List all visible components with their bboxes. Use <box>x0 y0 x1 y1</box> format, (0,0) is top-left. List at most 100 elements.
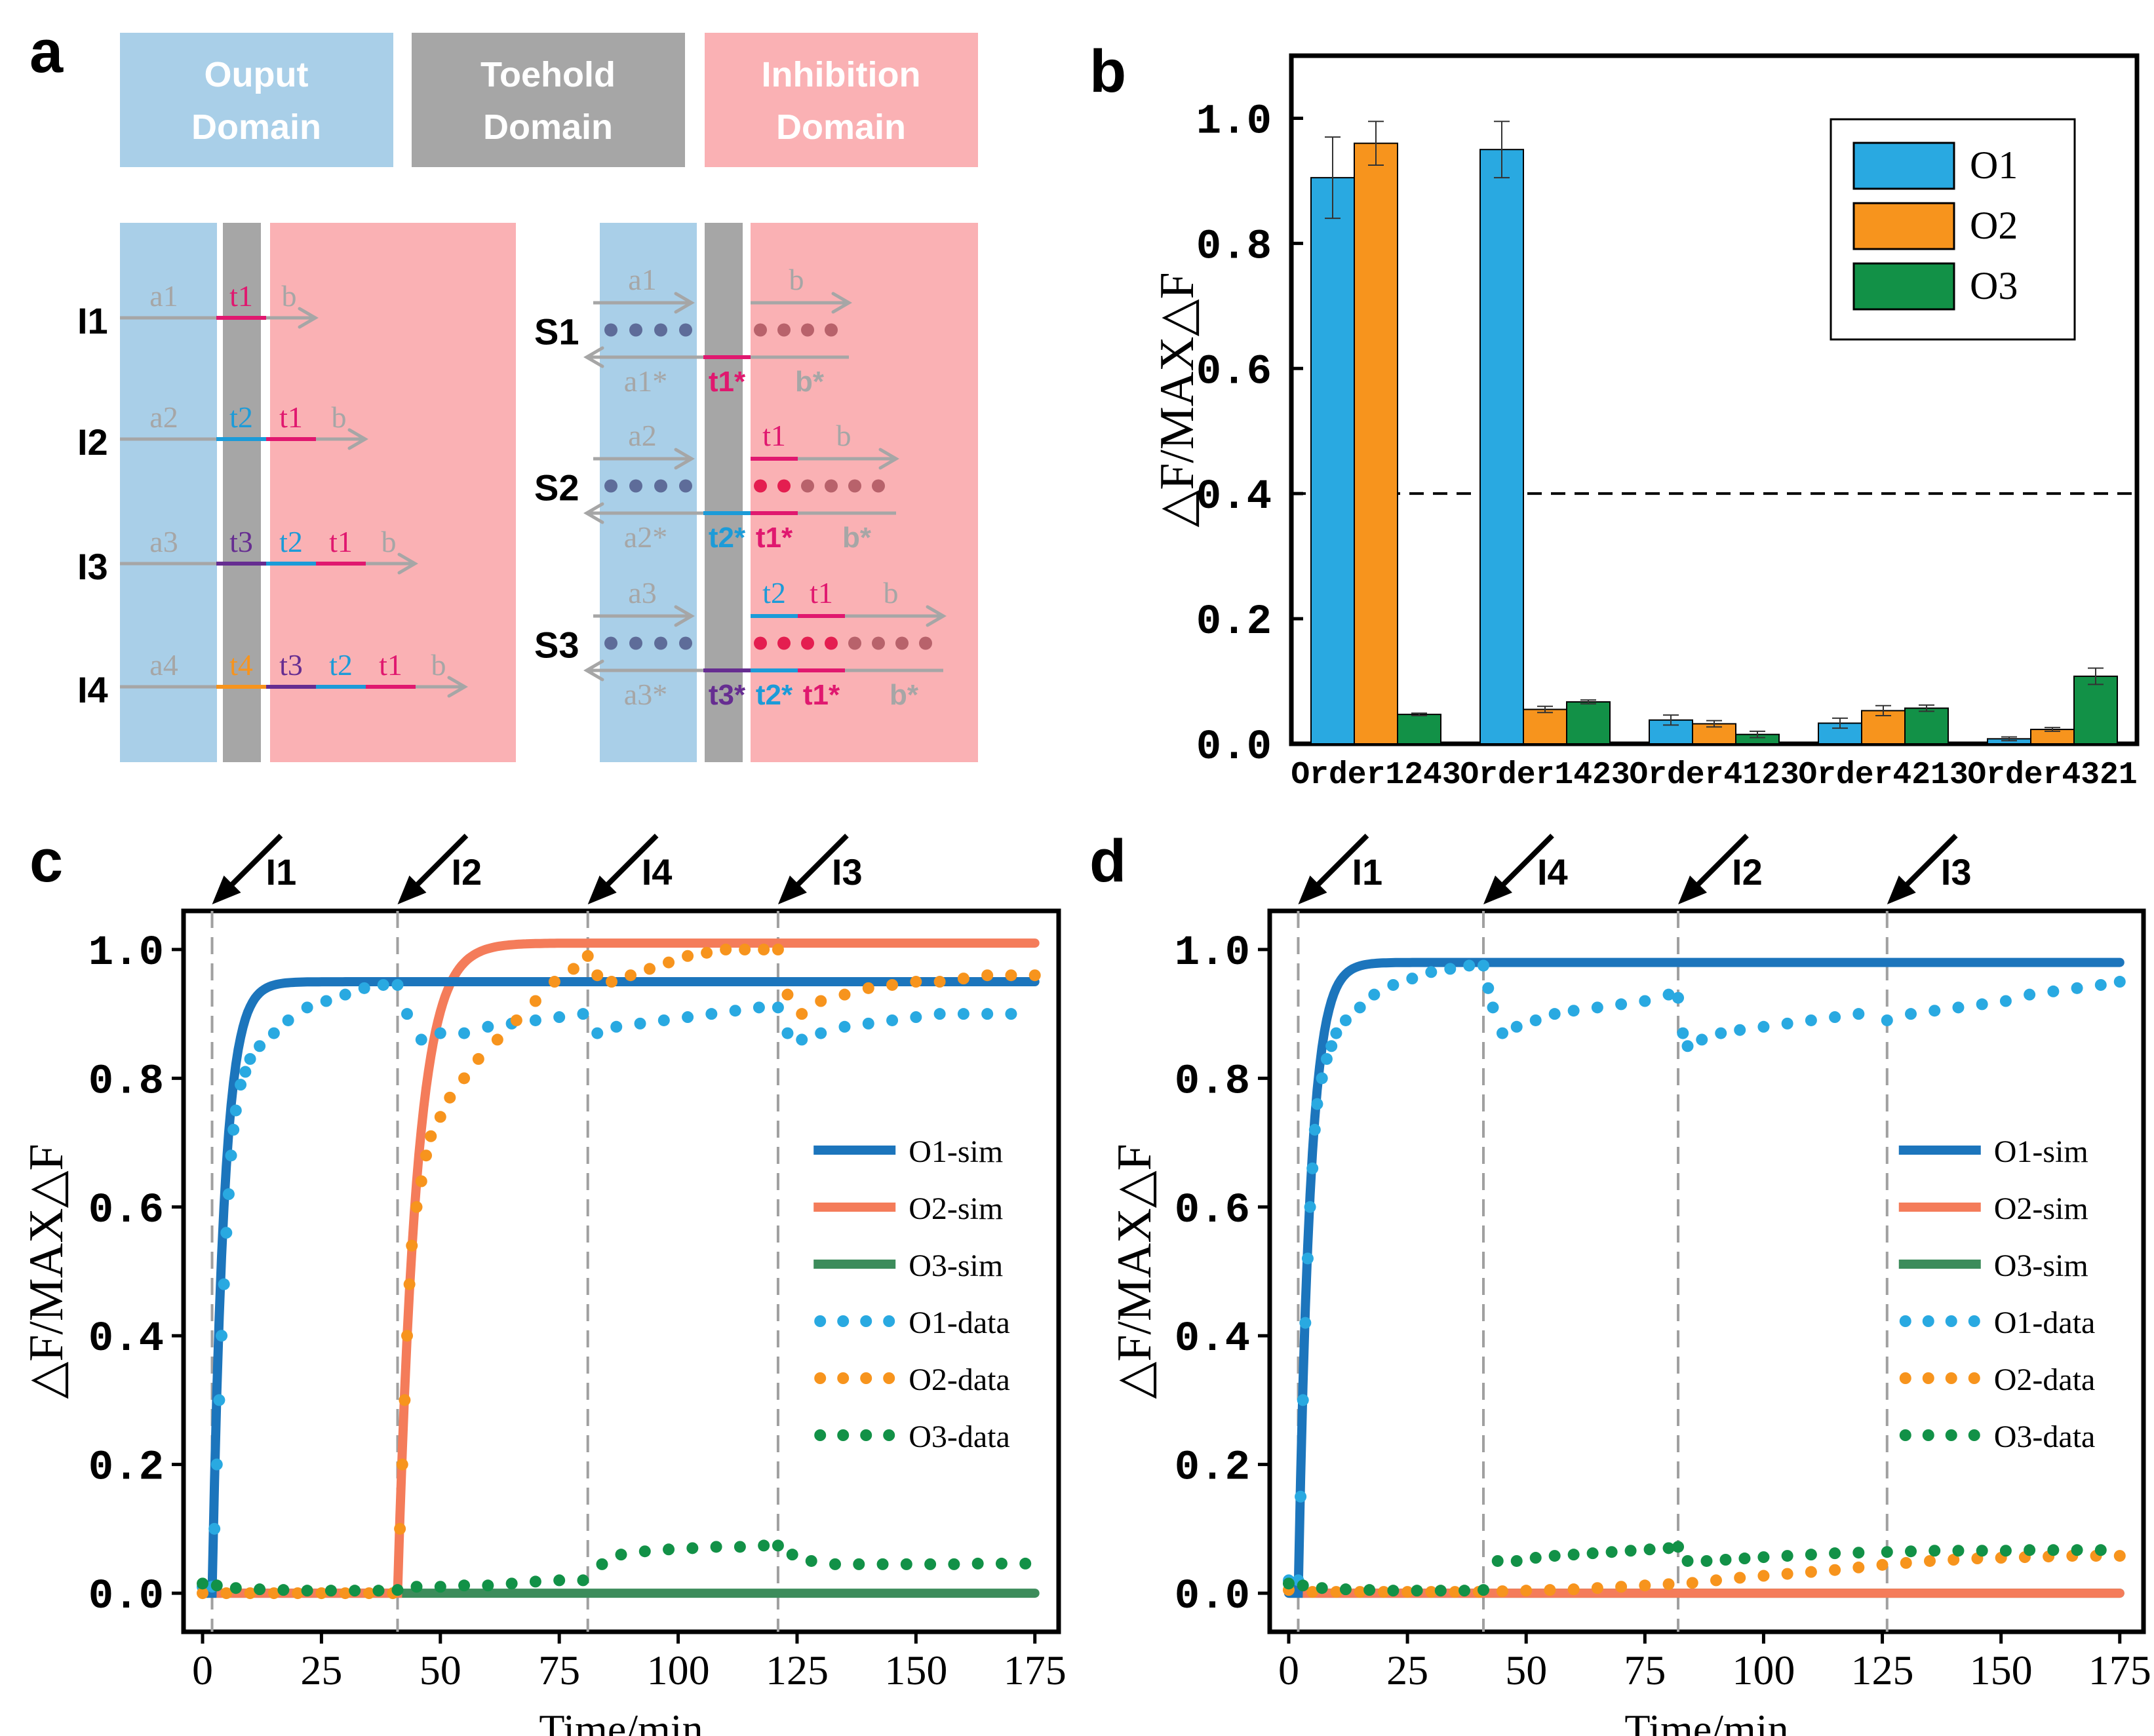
data-point-o1 <box>1529 1014 1542 1026</box>
bar-o3-order4321 <box>2073 675 2118 744</box>
event-arrow-head <box>212 876 241 904</box>
input-strand-I4: I4 a4 t4 t3 t2 t1 b <box>77 648 468 710</box>
sim-curve-o1 <box>198 977 1040 1598</box>
data-point-o1 <box>415 1033 427 1046</box>
data-point-o2 <box>434 1111 446 1123</box>
legend-label: O2 <box>1970 204 2018 247</box>
data-point-o2 <box>933 976 946 988</box>
segment-label: b* <box>842 522 872 554</box>
data-point-o1 <box>1368 988 1381 1001</box>
data-point-o2 <box>491 1033 503 1046</box>
data-point-o3 <box>434 1581 446 1593</box>
data-point-o1 <box>377 978 389 991</box>
segment-label: t1* <box>756 522 793 554</box>
legend-dots <box>814 1315 827 1327</box>
data-point-o3 <box>971 1557 984 1570</box>
panel-b: b 0.00.20.40.60.81.0△F/MAX△FOrder1243Ord… <box>1089 38 2140 793</box>
data-point-o1 <box>657 1014 670 1026</box>
segment-label: a3* <box>624 678 667 711</box>
bar-o1-order1243 <box>1310 177 1355 744</box>
substrate-label: S2 <box>534 467 579 509</box>
data-point-o1 <box>244 1052 256 1065</box>
legend-dots <box>860 1429 872 1441</box>
data-point-o1 <box>1425 966 1438 978</box>
data-point-o1 <box>1295 1490 1307 1503</box>
data-point-o3 <box>301 1585 313 1597</box>
segment-label: t1* <box>803 679 840 711</box>
event-label: I3 <box>832 851 863 893</box>
data-point-o2 <box>720 943 732 955</box>
data-point-o1 <box>1734 1024 1746 1036</box>
segment-label: t1 <box>379 648 402 682</box>
data-point-o3 <box>638 1545 651 1558</box>
inhibition-domain-header <box>705 33 978 167</box>
data-point-o1 <box>2024 988 2036 1001</box>
data-point-o1 <box>1662 988 1675 1001</box>
data-point-o1 <box>933 1008 946 1020</box>
data-point-o1 <box>482 1020 494 1033</box>
legend-label: O3-data <box>909 1419 1010 1454</box>
arrow-head <box>397 552 418 575</box>
data-point-o3 <box>197 1577 209 1590</box>
y-tick-label: 0.4 <box>1196 474 1272 521</box>
data-point-o1 <box>2047 985 2060 997</box>
output-domain-title: Ouput Domain <box>191 55 321 147</box>
data-point-o2 <box>1567 1583 1580 1596</box>
data-point-o1 <box>1005 1008 1017 1020</box>
segment-label: t1 <box>762 419 786 452</box>
data-point-o3 <box>1297 1579 1309 1592</box>
segment-label: a4 <box>149 648 178 682</box>
segment-label: a1 <box>628 263 656 296</box>
data-point-o3 <box>2047 1544 2060 1556</box>
data-point-o3 <box>1738 1553 1751 1565</box>
data-point-o1 <box>1591 1001 1603 1014</box>
segment-label: b <box>884 576 899 609</box>
data-point-o3 <box>1852 1547 1865 1559</box>
data-point-o2 <box>220 1587 233 1600</box>
legend-label: O1 <box>1970 144 2018 187</box>
data-point-o2 <box>1852 1561 1865 1573</box>
y-tick-label: 0.4 <box>88 1316 164 1363</box>
panel-b-label: b <box>1089 38 1126 105</box>
data-point-o1 <box>1306 1162 1319 1174</box>
segment-label: a2 <box>628 419 656 452</box>
data-point-o1 <box>1297 1394 1309 1406</box>
data-point-o3 <box>2024 1544 2036 1556</box>
legend-dots <box>883 1315 895 1327</box>
data-point-o2 <box>1948 1554 1960 1566</box>
legend-dots <box>814 1429 827 1441</box>
data-point-o3 <box>1999 1545 2012 1557</box>
base-pair-dot <box>895 636 909 650</box>
data-point-o3 <box>553 1574 566 1587</box>
legend-dots <box>837 1429 850 1441</box>
event-arrow-head <box>397 876 427 904</box>
base-pair-dot <box>872 479 885 493</box>
panel-c: c 0 25 50 75 100 125 150 175 0.0 0.2 0.4 0.6 0.8 1.0 T… <box>20 828 1067 1736</box>
data-point-o3 <box>410 1581 423 1593</box>
substrate-label: S1 <box>534 311 579 353</box>
legend-swatch-o3 <box>1852 262 1955 311</box>
legend-dots <box>814 1372 827 1384</box>
legend-dots <box>1899 1372 1911 1384</box>
segment-label: a3 <box>149 525 178 558</box>
arrow-head <box>583 346 604 368</box>
data-point-o1 <box>1301 1252 1314 1265</box>
data-point-o1 <box>1929 1005 1941 1017</box>
data-point-o2 <box>1876 1558 1889 1571</box>
segment-label: a1* <box>624 364 667 398</box>
event-arrow-head <box>1887 876 1916 904</box>
data-point-o3 <box>1681 1554 1694 1567</box>
data-point-o2 <box>1354 1586 1366 1598</box>
data-point-o2 <box>1449 1586 1461 1598</box>
data-point-o3 <box>948 1558 960 1570</box>
data-point-o2 <box>1496 1585 1508 1598</box>
data-point-o1 <box>210 1458 223 1471</box>
data-point-o1 <box>796 1033 808 1046</box>
data-point-o2 <box>581 950 594 962</box>
y-tick-label: 1.0 <box>88 930 164 977</box>
data-point-o2 <box>567 963 579 975</box>
data-point-o2 <box>406 1239 418 1252</box>
data-point-o1 <box>553 1011 566 1024</box>
x-tick-label: Order1243 <box>1291 758 1460 793</box>
data-point-o1 <box>213 1394 225 1406</box>
